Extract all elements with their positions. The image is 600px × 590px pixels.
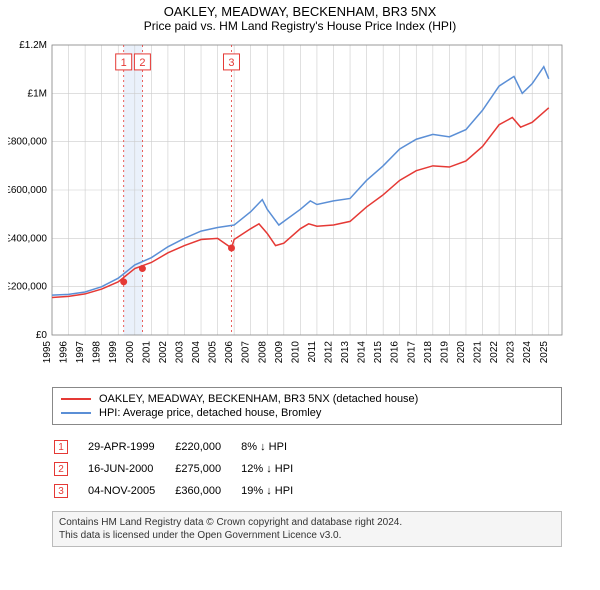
annotation-number: 1 (121, 57, 127, 69)
x-tick-label: 2009 (274, 341, 285, 364)
marker-diff: 8% ↓ HPI (241, 437, 311, 457)
x-tick-label: 2001 (141, 341, 152, 364)
marker-price: £275,000 (175, 459, 239, 479)
y-tick-label: £600,000 (8, 185, 47, 196)
y-tick-label: £1M (28, 88, 47, 99)
marker-number-box: 2 (54, 462, 68, 476)
x-tick-label: 2019 (439, 341, 450, 364)
x-tick-label: 1998 (92, 341, 103, 364)
marker-row: 1 29-APR-1999£220,0008% ↓ HPI (54, 437, 311, 457)
x-tick-label: 1996 (59, 341, 70, 364)
x-tick-label: 2002 (158, 341, 169, 364)
x-tick-label: 2025 (539, 341, 550, 364)
annotation-number: 2 (139, 57, 145, 69)
x-tick-label: 2004 (191, 341, 202, 364)
x-tick-label: 2015 (373, 341, 384, 364)
chart-area: £0 £200,000 £400,000 £600,000 £800,000 £1M £1.… (8, 39, 592, 379)
x-tick-label: 2023 (506, 341, 517, 364)
x-tick-label: 2021 (473, 341, 484, 364)
footer-attribution: Contains HM Land Registry data © Crown c… (52, 511, 562, 547)
legend-item: HPI: Average price, detached house, Brom… (61, 406, 553, 420)
marker-diff: 19% ↓ HPI (241, 481, 311, 501)
x-tick-label: 2005 (208, 341, 219, 364)
footer-line2: This data is licensed under the Open Gov… (59, 529, 555, 542)
x-tick-label: 2017 (406, 341, 417, 364)
x-tick-label: 2016 (390, 341, 401, 364)
x-tick-label: 2000 (125, 341, 136, 364)
marker-row: 3 04-NOV-2005£360,00019% ↓ HPI (54, 481, 311, 501)
x-tick-label: 2012 (323, 341, 334, 364)
x-tick-label: 2003 (174, 341, 185, 364)
marker-date: 04-NOV-2005 (88, 481, 173, 501)
chart-title: OAKLEY, MEADWAY, BECKENHAM, BR3 5NX (8, 4, 592, 19)
x-tick-label: 2010 (290, 341, 301, 364)
chart-svg: £0 £200,000 £400,000 £600,000 £800,000 £1M £1.… (8, 39, 588, 379)
x-tick-label: 2013 (340, 341, 351, 364)
x-tick-label: 2008 (257, 341, 268, 364)
sale-dot (139, 265, 146, 272)
x-tick-label: 2014 (357, 341, 368, 364)
annotation-number: 3 (228, 57, 234, 69)
marker-diff: 12% ↓ HPI (241, 459, 311, 479)
marker-row: 2 16-JUN-2000£275,00012% ↓ HPI (54, 459, 311, 479)
marker-number-box: 1 (54, 440, 68, 454)
marker-date: 16-JUN-2000 (88, 459, 173, 479)
footer-line1: Contains HM Land Registry data © Crown c… (59, 516, 555, 529)
y-tick-label: £1.2M (19, 40, 47, 51)
marker-price: £220,000 (175, 437, 239, 457)
legend-label: OAKLEY, MEADWAY, BECKENHAM, BR3 5NX (det… (99, 393, 418, 405)
legend-swatch (61, 398, 91, 400)
x-tick-label: 2022 (489, 341, 500, 364)
sale-dot (228, 245, 235, 252)
legend: OAKLEY, MEADWAY, BECKENHAM, BR3 5NX (det… (52, 387, 562, 425)
markers-table: 1 29-APR-1999£220,0008% ↓ HPI 2 16-JUN-2000… (52, 435, 313, 503)
chart-subtitle: Price paid vs. HM Land Registry's House … (8, 19, 592, 33)
legend-swatch (61, 412, 91, 414)
legend-item: OAKLEY, MEADWAY, BECKENHAM, BR3 5NX (det… (61, 392, 553, 406)
legend-label: HPI: Average price, detached house, Brom… (99, 407, 321, 419)
x-tick-label: 2007 (241, 341, 252, 364)
x-tick-label: 2020 (456, 341, 467, 364)
sale-dot (120, 278, 127, 285)
y-tick-label: £800,000 (8, 137, 47, 148)
y-tick-label: £400,000 (8, 233, 47, 244)
x-tick-label: 1999 (108, 341, 119, 364)
marker-number-box: 3 (54, 484, 68, 498)
x-tick-label: 2018 (423, 341, 434, 364)
x-tick-label: 1995 (42, 341, 53, 364)
x-tick-label: 2024 (522, 341, 533, 364)
y-tick-label: £200,000 (8, 282, 47, 293)
x-tick-label: 2011 (307, 341, 318, 363)
marker-date: 29-APR-1999 (88, 437, 173, 457)
x-tick-label: 1997 (75, 341, 86, 364)
y-tick-label: £0 (36, 330, 48, 341)
marker-price: £360,000 (175, 481, 239, 501)
x-tick-label: 2006 (224, 341, 235, 364)
